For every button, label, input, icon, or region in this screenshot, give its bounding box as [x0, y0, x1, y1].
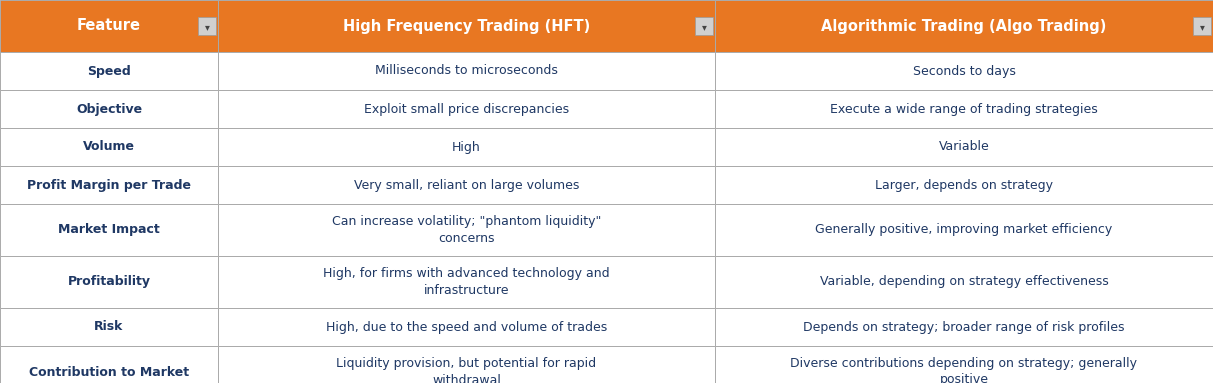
Bar [0, 128, 218, 166]
Text: Variable, depending on strategy effectiveness: Variable, depending on strategy effectiv… [820, 275, 1109, 288]
Text: High Frequency Trading (HFT): High Frequency Trading (HFT) [343, 18, 591, 33]
Bar [714, 52, 1213, 90]
Bar [198, 17, 216, 35]
Bar [714, 128, 1213, 166]
Bar [714, 308, 1213, 346]
Bar [714, 256, 1213, 308]
Text: ▾: ▾ [205, 22, 210, 32]
Bar [218, 256, 714, 308]
Bar [0, 308, 218, 346]
Bar [0, 90, 218, 128]
Text: Objective: Objective [76, 103, 142, 116]
Text: Speed: Speed [87, 64, 131, 77]
Bar [714, 90, 1213, 128]
Bar [714, 0, 1213, 52]
Text: Algorithmic Trading (Algo Trading): Algorithmic Trading (Algo Trading) [821, 18, 1106, 33]
Text: ▾: ▾ [701, 22, 706, 32]
Bar [0, 0, 218, 52]
Bar [218, 0, 714, 52]
Bar [218, 166, 714, 204]
Bar [218, 128, 714, 166]
Text: Profit Margin per Trade: Profit Margin per Trade [27, 178, 190, 192]
Text: ▾: ▾ [1200, 22, 1205, 32]
Text: High, due to the speed and volume of trades: High, due to the speed and volume of tra… [326, 321, 608, 334]
Text: Can increase volatility; "phantom liquidity"
concerns: Can increase volatility; "phantom liquid… [332, 216, 602, 244]
Bar [1194, 17, 1211, 35]
Text: Generally positive, improving market efficiency: Generally positive, improving market eff… [815, 224, 1112, 236]
Text: Variable: Variable [939, 141, 990, 154]
Text: Larger, depends on strategy: Larger, depends on strategy [875, 178, 1053, 192]
Bar [0, 256, 218, 308]
Bar [218, 204, 714, 256]
Bar [0, 52, 218, 90]
Text: Seconds to days: Seconds to days [912, 64, 1015, 77]
Text: Depends on strategy; broader range of risk profiles: Depends on strategy; broader range of ri… [803, 321, 1124, 334]
Text: High, for firms with advanced technology and
infrastructure: High, for firms with advanced technology… [323, 267, 610, 296]
Text: Milliseconds to microseconds: Milliseconds to microseconds [375, 64, 558, 77]
Bar [218, 52, 714, 90]
Bar [695, 17, 713, 35]
Bar [218, 346, 714, 383]
Bar [714, 166, 1213, 204]
Text: Volume: Volume [82, 141, 135, 154]
Bar [218, 308, 714, 346]
Text: Profitability: Profitability [68, 275, 150, 288]
Text: Very small, reliant on large volumes: Very small, reliant on large volumes [354, 178, 579, 192]
Text: Contribution to Market: Contribution to Market [29, 365, 189, 378]
Bar [714, 346, 1213, 383]
Text: Diverse contributions depending on strategy; generally
positive: Diverse contributions depending on strat… [791, 357, 1138, 383]
Text: Execute a wide range of trading strategies: Execute a wide range of trading strategi… [830, 103, 1098, 116]
Text: Risk: Risk [95, 321, 124, 334]
Text: Market Impact: Market Impact [58, 224, 160, 236]
Bar [0, 204, 218, 256]
Bar [0, 166, 218, 204]
Bar [218, 90, 714, 128]
Text: Liquidity provision, but potential for rapid
withdrawal: Liquidity provision, but potential for r… [336, 357, 597, 383]
Bar [714, 204, 1213, 256]
Text: High: High [452, 141, 480, 154]
Text: Feature: Feature [76, 18, 141, 33]
Text: Exploit small price discrepancies: Exploit small price discrepancies [364, 103, 569, 116]
Bar [0, 346, 218, 383]
